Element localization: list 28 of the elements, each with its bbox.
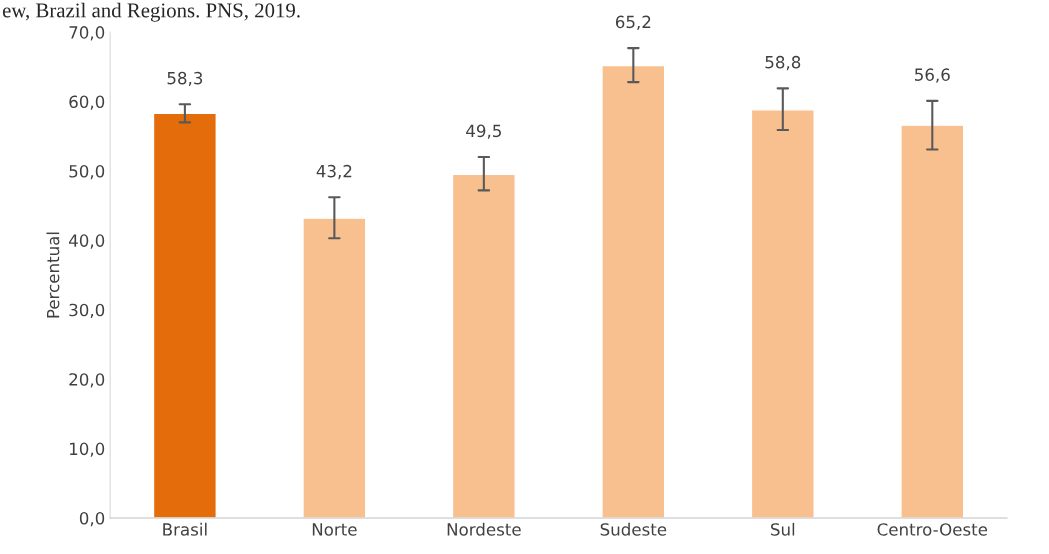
y-tick-label: 40,0 <box>68 234 105 249</box>
y-tick-label: 70,0 <box>69 26 105 41</box>
data-label: 49,5 <box>466 124 501 139</box>
x-tick-label: Sul <box>771 522 795 536</box>
x-tick-label: Nordeste <box>447 522 521 536</box>
data-label: 56,6 <box>915 68 950 83</box>
bar <box>302 217 367 518</box>
bar <box>750 109 815 518</box>
y-tick-label: 20,0 <box>69 373 105 388</box>
y-tick-label: 30,0 <box>69 303 105 319</box>
data-label: 58,8 <box>765 55 801 71</box>
x-tick-label: Brasil <box>163 522 207 536</box>
data-label: 58,3 <box>167 71 203 87</box>
bar <box>152 112 217 518</box>
y-tick-label: 60,0 <box>69 95 105 110</box>
chart-title: ew, Brazil and Regions. PNS, 2019. <box>2 2 300 22</box>
bar <box>900 124 965 518</box>
bar <box>601 64 666 518</box>
data-label: 65,2 <box>615 15 651 30</box>
x-tick-label: Sudeste <box>600 522 667 536</box>
bar <box>451 173 516 518</box>
y-tick-label: 0,0 <box>79 511 105 527</box>
x-tick-label: Centro-Oeste <box>877 523 988 536</box>
x-tick-label: Norte <box>312 523 357 536</box>
y-tick-label: 10,0 <box>70 442 105 457</box>
y-tick-label: 50,0 <box>69 164 105 180</box>
data-label: 43,2 <box>316 164 352 180</box>
y-axis-title: Percentual <box>46 232 60 318</box>
